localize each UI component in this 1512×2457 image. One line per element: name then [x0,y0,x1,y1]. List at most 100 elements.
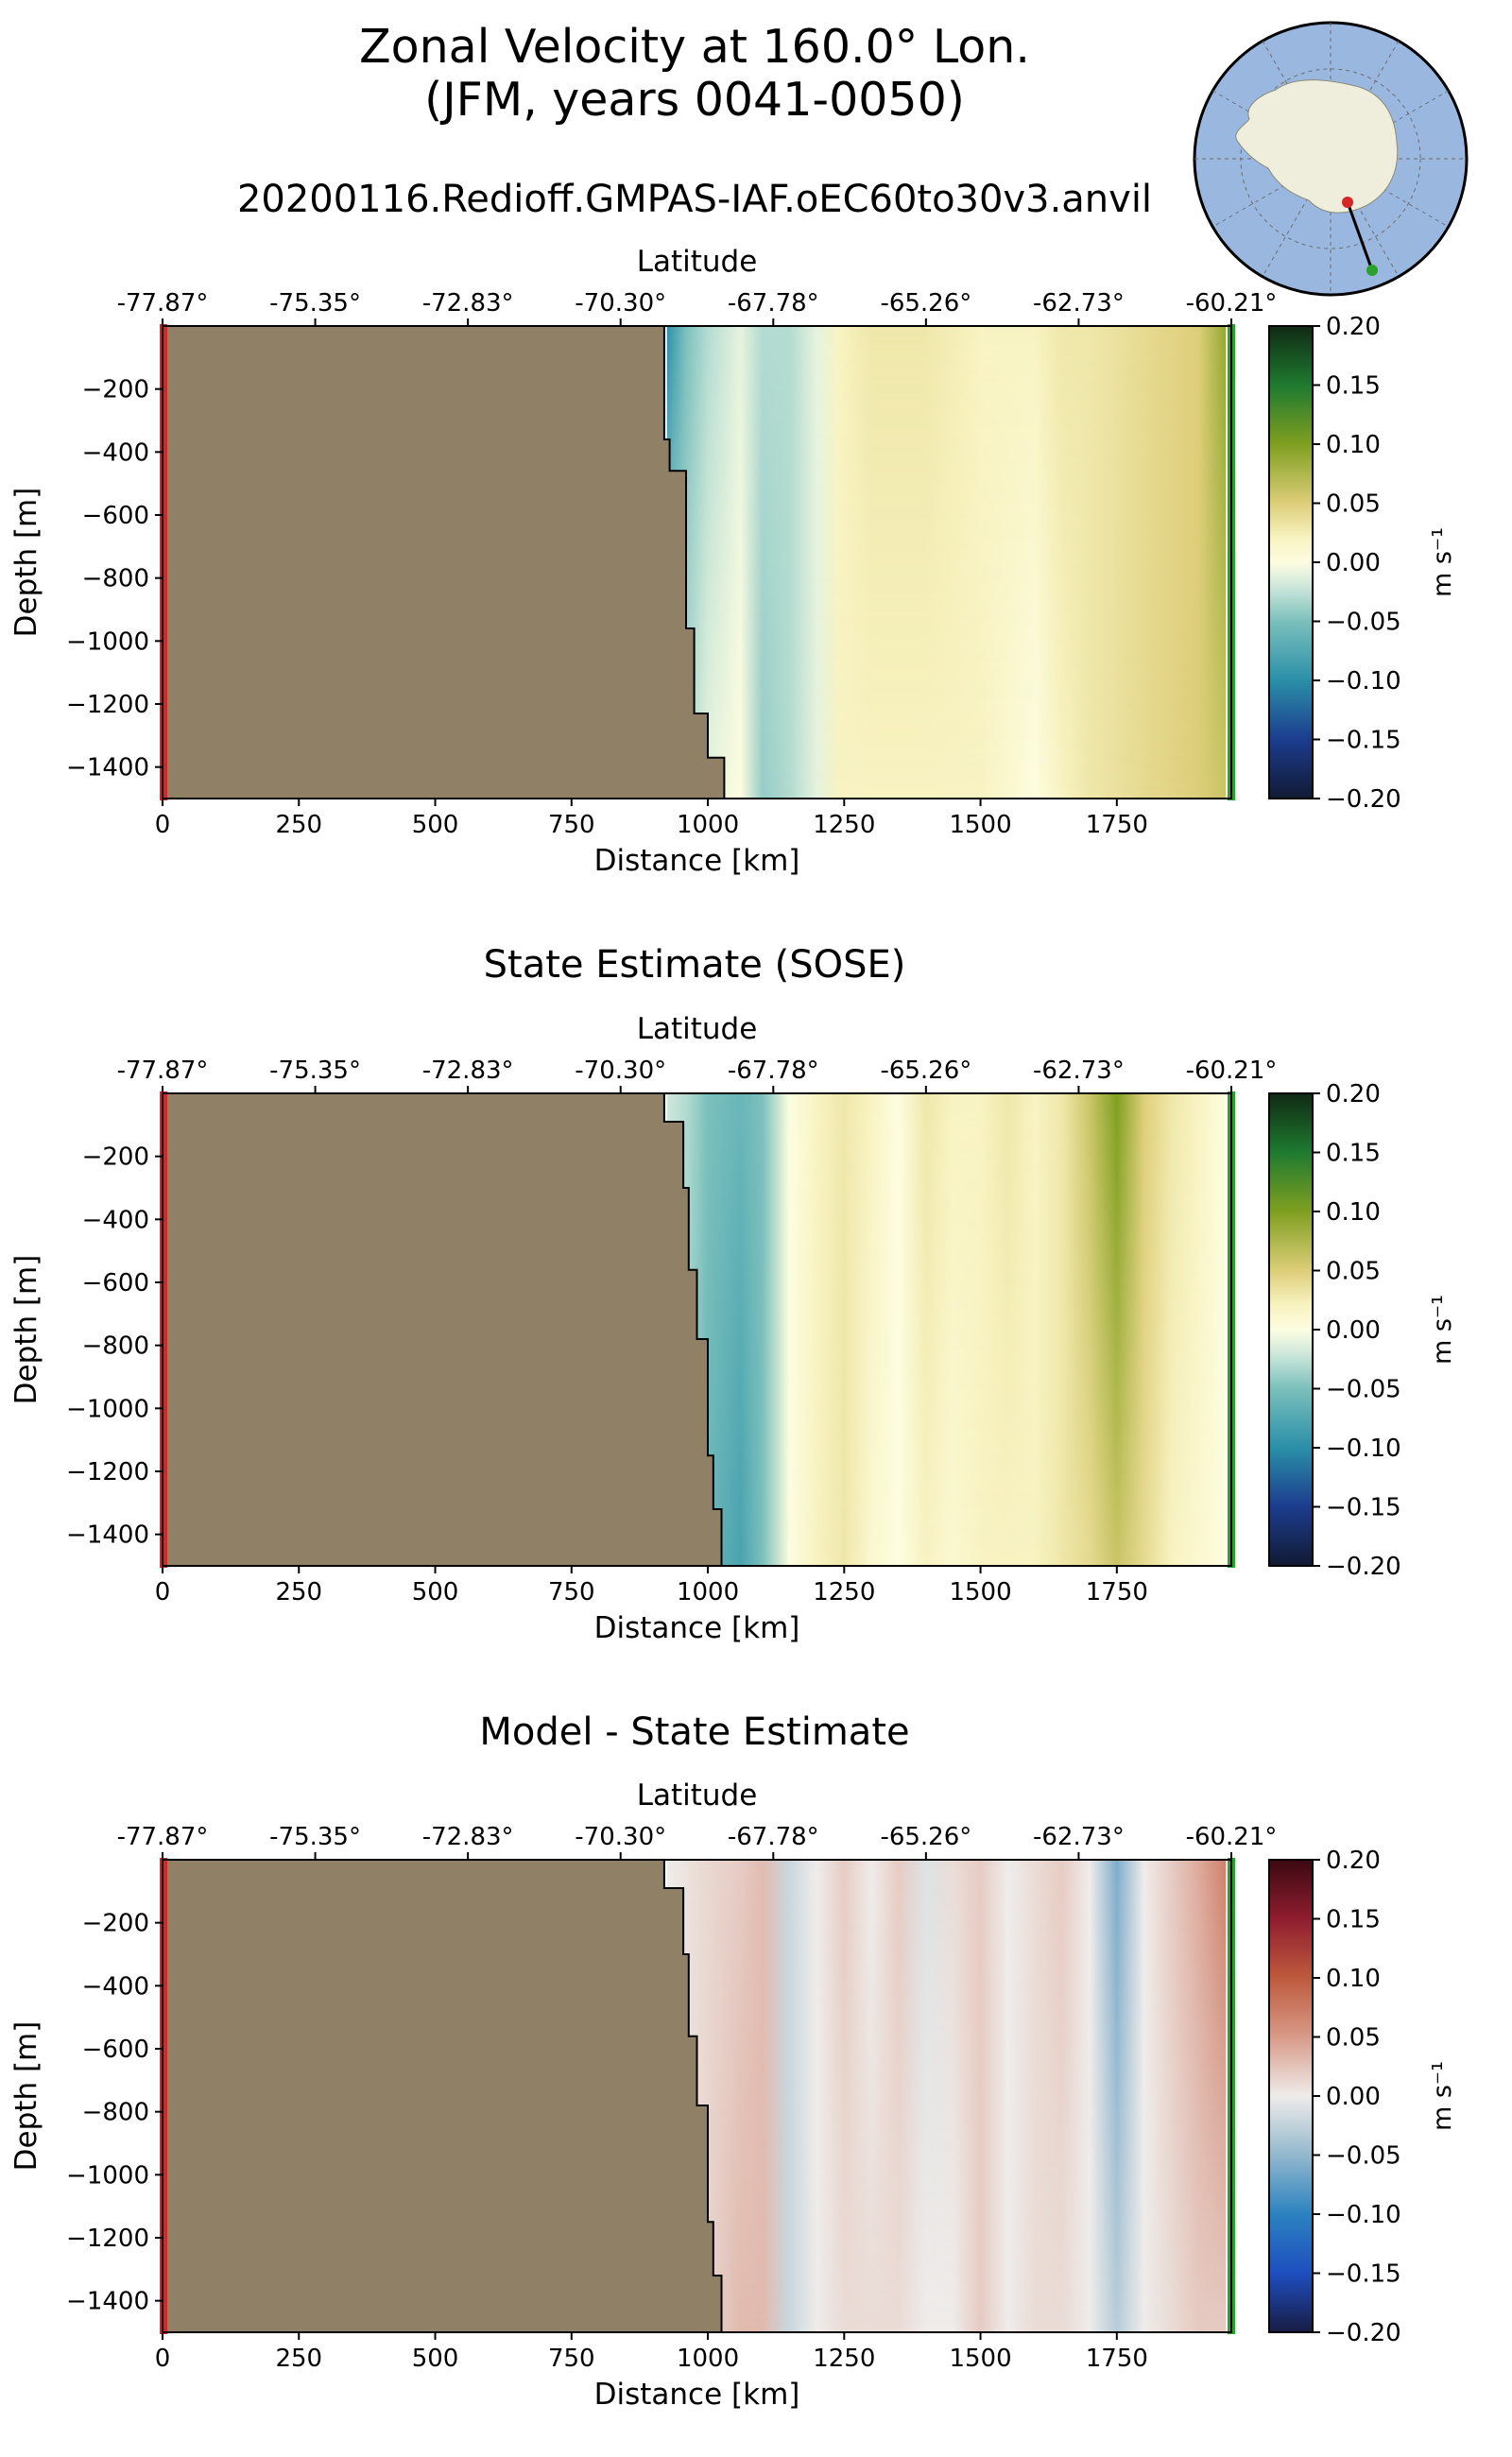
colorbar-tick-label: 0.20 [1326,313,1381,341]
colorbar-tick-label: 0.20 [1326,1847,1381,1875]
colorbar-tick-label: −0.15 [1326,1494,1401,1522]
colorbar-tick-label: −0.05 [1326,1376,1401,1404]
colorbar-tick-label: −0.15 [1326,2260,1401,2289]
x-tick-label: 250 [275,811,322,839]
y-tick-label: −1400 [66,1521,149,1550]
plot-frame [162,1092,1232,1567]
x-axis-label: Distance [km] [594,2378,800,2412]
plot-frame [162,325,1232,799]
section-line [1346,201,1374,271]
y-tick-label: −400 [82,438,149,467]
colorbar-tick-label: 0.20 [1326,1080,1381,1108]
x-tick-label: 750 [548,2345,595,2373]
lat-tick-label: -60.21° [1186,289,1278,318]
lat-tick-label: -67.78° [728,1823,819,1851]
lat-tick-label: -72.83° [422,1823,514,1851]
lat-tick-label: -75.35° [269,1057,361,1085]
lat-tick-label: -62.73° [1033,289,1125,318]
y-tick-label: −1000 [66,627,149,656]
land-mask [163,1093,722,1566]
lat-axis-label: Latitude [637,1778,758,1813]
colorbar-tick-label: −0.15 [1326,727,1401,755]
x-tick-label: 1000 [677,811,739,839]
land-boundary-line [662,1860,723,2332]
colorbar-tick-label: 0.00 [1326,549,1381,577]
y-tick-label: −800 [82,2099,149,2127]
colorbar-tick-label: 0.05 [1326,2024,1381,2053]
colorbar-tick-label: 0.10 [1326,1198,1381,1227]
y-tick-label: −1400 [66,2288,149,2316]
x-tick-label: 1500 [949,811,1011,839]
y-tick-label: −1000 [66,2161,149,2190]
x-tick-label: 0 [155,2345,171,2373]
x-tick-label: 1500 [949,1578,1011,1606]
land-boundary-line [662,1093,723,1566]
x-tick-label: 1250 [813,1578,875,1606]
colorbar-tick-label: −0.10 [1326,667,1401,696]
x-tick-label: 750 [548,811,595,839]
x-tick-label: 1750 [1086,2345,1148,2373]
lat-tick-label: -62.73° [1033,1823,1125,1851]
y-tick-label: −200 [82,1143,149,1172]
lat-tick-label: -67.78° [728,289,819,318]
lat-tick-label: -65.26° [880,289,971,318]
antarctica-landmass [1235,79,1399,214]
x-tick-label: 1500 [949,2345,1011,2373]
velocity-field-surface [666,326,1227,799]
colorbar-tick-label: −0.10 [1326,2201,1401,2229]
colorbar-tick-label: 0.00 [1326,1316,1381,1345]
lat-tick-label: -77.87° [117,289,209,318]
x-tick-label: 1250 [813,2345,875,2373]
y-tick-label: −1200 [66,2225,149,2253]
x-tick-label: 500 [412,1578,459,1606]
plot-frame [162,1859,1232,2333]
x-tick-label: 0 [155,811,171,839]
y-tick-label: −1200 [66,1458,149,1486]
y-tick-label: −1200 [66,691,149,719]
lat-tick-label: -65.26° [880,1057,971,1085]
colorbar-tick-label: −0.05 [1326,2142,1401,2171]
x-tick-label: 1750 [1086,811,1148,839]
colorbar-tick-label: 0.05 [1326,1258,1381,1286]
colorbar-tick-label: −0.05 [1326,609,1401,637]
x-tick-label: 1000 [677,1578,739,1606]
colorbar-tick-label: 0.00 [1326,2083,1381,2111]
colorbar [1268,1092,1314,1567]
colorbar-tick-label: −0.20 [1326,785,1401,814]
lat-tick-label: -70.30° [575,1057,666,1085]
colorbar [1268,325,1314,799]
colorbar-tick-label: 0.10 [1326,1965,1381,1993]
main-title-line-1: Zonal Velocity at 160.0° Lon. [359,20,1030,74]
y-axis-label: Depth [m] [9,488,43,638]
section-end-dot [1366,265,1378,276]
colorbar-tick-label: 0.15 [1326,1906,1381,1934]
y-tick-label: −400 [82,1206,149,1234]
colorbar-tick-label: 0.10 [1326,431,1381,459]
main-title-line-2: (JFM, years 0041-0050) [424,73,965,127]
y-tick-label: −1000 [66,1395,149,1423]
lat-tick-label: -72.83° [422,1057,514,1085]
colorbar-label: m s⁻¹ [1428,2061,1457,2131]
colorbar-label: m s⁻¹ [1428,527,1457,597]
x-axis-label: Distance [km] [594,844,800,878]
x-tick-label: 250 [275,1578,322,1606]
x-tick-label: 500 [412,811,459,839]
colorbar-tick-label: 0.05 [1326,490,1381,519]
lat-tick-label: -60.21° [1186,1057,1278,1085]
land-mask [163,326,725,799]
y-tick-label: −600 [82,1269,149,1297]
y-tick-label: −200 [82,376,149,404]
lat-tick-label: -77.87° [117,1057,209,1085]
lat-tick-label: -67.78° [728,1057,819,1085]
lat-tick-label: -70.30° [575,289,666,318]
x-tick-label: 250 [275,2345,322,2373]
y-tick-label: −600 [82,502,149,530]
run-subtitle: 20200116.Redioff.GMPAS-IAF.oEC60to30v3.a… [236,178,1153,221]
lat-tick-label: -77.87° [117,1823,209,1851]
x-tick-label: 1000 [677,2345,739,2373]
velocity-field-surface [666,1093,1227,1566]
y-tick-label: −200 [82,1910,149,1938]
land-boundary-line [662,326,726,799]
x-tick-label: 1750 [1086,1578,1148,1606]
x-tick-label: 0 [155,1578,171,1606]
